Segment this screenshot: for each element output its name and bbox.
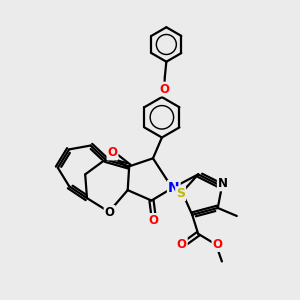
Text: O: O	[159, 82, 169, 96]
Text: O: O	[105, 206, 115, 219]
Text: N: N	[218, 177, 228, 190]
Text: S: S	[176, 187, 185, 200]
Text: N: N	[168, 181, 180, 195]
Text: O: O	[212, 238, 223, 251]
Text: O: O	[107, 146, 118, 159]
Text: O: O	[149, 214, 159, 227]
Text: O: O	[177, 238, 187, 251]
